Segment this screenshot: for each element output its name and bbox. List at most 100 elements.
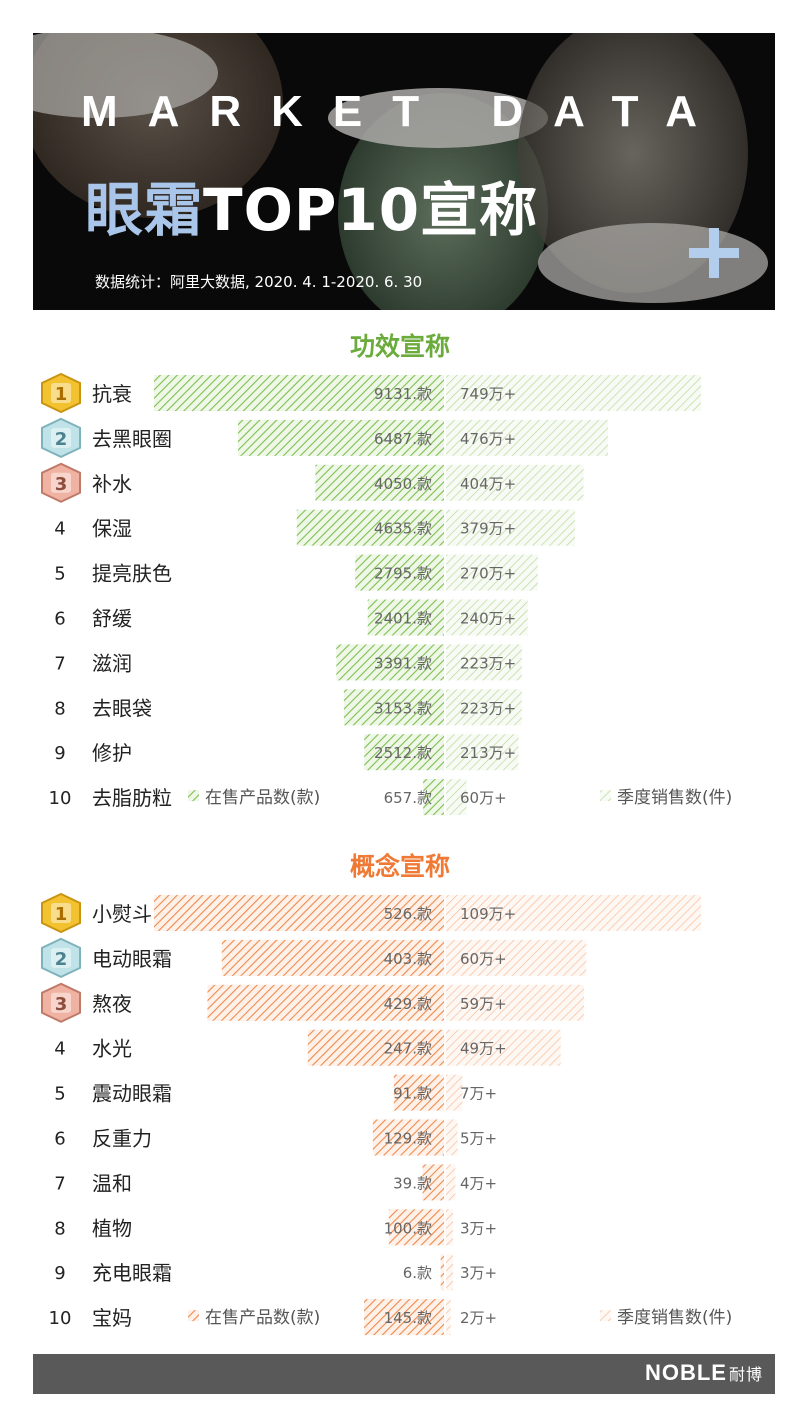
bar-0-right-1 xyxy=(446,419,609,456)
bar-1-left-4 xyxy=(393,1074,444,1111)
bar-0-right-0 xyxy=(446,375,701,411)
bar-0-right-4 xyxy=(446,554,538,591)
value-label-0-left-2: 4050.款 xyxy=(374,475,432,493)
brand-logo: NOBLE 耐博 xyxy=(645,1360,763,1386)
bar-1-right-2 xyxy=(446,984,585,1021)
bar-1-left-9 xyxy=(364,1299,444,1336)
bar-1-left-6 xyxy=(422,1164,444,1201)
category-label: 修护 xyxy=(92,741,132,765)
value-label-0-right-8: 213万+ xyxy=(460,744,516,762)
legend-item-products: 在售产品数(款) xyxy=(188,1308,320,1328)
bar-1-right-0 xyxy=(446,895,701,931)
value-label-1-left-4: 91.款 xyxy=(393,1085,432,1103)
bar-0-right-6 xyxy=(446,644,522,681)
svg-text:2: 2 xyxy=(55,949,68,970)
bar-0-right-9 xyxy=(446,779,467,816)
rank-number: 6 xyxy=(54,1129,65,1150)
brand-logo-text: NOBLE xyxy=(644,1360,727,1385)
value-label-1-left-2: 429.款 xyxy=(384,995,432,1013)
legend-item-products: 在售产品数(款) xyxy=(188,788,320,808)
value-label-0-left-1: 6487.款 xyxy=(374,430,432,448)
category-label: 去眼袋 xyxy=(92,696,152,720)
category-label: 植物 xyxy=(92,1216,132,1240)
value-label-1-right-9: 2万+ xyxy=(460,1309,497,1327)
bar-1-right-9 xyxy=(446,1299,451,1336)
value-label-0-right-5: 240万+ xyxy=(460,610,516,628)
title-highlight: 眼霜 xyxy=(85,176,204,244)
category-label: 熬夜 xyxy=(92,992,132,1016)
bar-1-right-6 xyxy=(446,1164,456,1201)
bar-0-right-8 xyxy=(446,734,519,771)
banner-photo xyxy=(33,33,775,310)
plus-icon xyxy=(689,228,739,278)
bar-1-left-2 xyxy=(207,984,444,1021)
bar-0-right-5 xyxy=(446,599,528,636)
value-label-0-left-6: 3391.款 xyxy=(374,654,432,672)
legend-item-sales: 季度销售数(件) xyxy=(600,1308,732,1328)
bar-0-right-7 xyxy=(446,689,522,726)
bar-1-right-3 xyxy=(446,1029,561,1066)
bar-1-left-1 xyxy=(221,939,444,976)
value-label-0-right-4: 270万+ xyxy=(460,565,516,583)
value-label-0-right-9: 60万+ xyxy=(460,789,507,807)
bar-0-left-5 xyxy=(367,599,444,636)
bar-0-left-9 xyxy=(423,779,444,816)
rank-2-medal-icon: 2 xyxy=(41,417,81,459)
value-label-1-right-4: 7万+ xyxy=(460,1085,497,1103)
value-label-0-right-3: 379万+ xyxy=(460,520,516,538)
bar-1-left-3 xyxy=(307,1029,444,1066)
value-label-0-left-7: 3153.款 xyxy=(374,699,432,717)
rank-number: 4 xyxy=(54,1039,65,1060)
bar-1-left-7 xyxy=(388,1209,444,1246)
value-label-0-right-6: 223万+ xyxy=(460,654,516,672)
category-label: 补水 xyxy=(92,472,132,496)
category-label: 去脂肪粒 xyxy=(92,786,172,810)
category-label: 反重力 xyxy=(92,1127,152,1151)
category-label: 宝妈 xyxy=(92,1306,132,1330)
rank-number: 10 xyxy=(49,1308,72,1329)
svg-text:在售产品数(款): 在售产品数(款) xyxy=(205,1308,320,1328)
svg-text:1: 1 xyxy=(55,384,68,405)
legend-item-sales: 季度销售数(件) xyxy=(600,788,732,808)
value-label-1-left-0: 526.款 xyxy=(384,905,432,923)
value-label-0-right-1: 476万+ xyxy=(460,430,516,448)
bar-0-left-0 xyxy=(154,375,444,411)
category-label: 滋润 xyxy=(92,651,132,675)
bar-1-right-1 xyxy=(446,939,587,976)
value-label-0-right-7: 223万+ xyxy=(460,699,516,717)
value-label-1-left-9: 145.款 xyxy=(384,1309,432,1327)
bar-1-left-8 xyxy=(440,1254,444,1291)
value-label-1-left-3: 247.款 xyxy=(384,1040,432,1058)
svg-text:3: 3 xyxy=(55,474,68,495)
category-label: 水光 xyxy=(92,1037,132,1061)
page-title: 眼霜TOP10宣称 xyxy=(85,163,538,247)
bar-0-left-8 xyxy=(364,734,444,771)
rank-number: 7 xyxy=(54,1173,65,1194)
category-label: 抗衰 xyxy=(92,382,132,406)
rank-number: 8 xyxy=(54,1218,65,1239)
bar-1-left-5 xyxy=(372,1119,444,1156)
rank-3-medal-icon: 3 xyxy=(41,982,81,1023)
value-label-1-left-1: 403.款 xyxy=(384,950,432,968)
value-label-1-left-6: 39.款 xyxy=(393,1174,432,1192)
banner-subtitle: MARKET DATA xyxy=(80,87,728,136)
rank-number: 7 xyxy=(54,653,65,674)
bar-1-right-7 xyxy=(446,1209,454,1246)
data-source: 数据统计：阿里大数据, 2020. 4. 1-2020. 6. 30 xyxy=(95,273,423,291)
value-label-1-right-5: 5万+ xyxy=(460,1130,497,1148)
value-label-0-right-2: 404万+ xyxy=(460,475,516,493)
bar-0-left-2 xyxy=(315,464,444,501)
value-label-0-left-5: 2401.款 xyxy=(374,610,432,628)
header-banner: MARKET DATA 眼霜TOP10宣称 数据统计：阿里大数据, 2020. … xyxy=(33,33,775,310)
value-label-1-right-0: 109万+ xyxy=(460,905,516,923)
efficacy-chart: 9131.款 749万+ 1 抗衰 6487.款 476万+ 2 去黑眼圈 4050.款 404万… xyxy=(41,372,732,816)
value-label-1-right-1: 60万+ xyxy=(460,950,507,968)
category-label: 提亮肤色 xyxy=(92,562,172,586)
value-label-0-left-4: 2795.款 xyxy=(374,565,432,583)
value-label-1-right-2: 59万+ xyxy=(460,995,507,1013)
rank-number: 10 xyxy=(49,788,72,809)
category-label: 震动眼霜 xyxy=(92,1082,172,1106)
value-label-1-left-5: 129.款 xyxy=(384,1130,432,1148)
value-label-0-left-8: 2512.款 xyxy=(374,744,432,762)
category-label: 充电眼霜 xyxy=(92,1261,172,1285)
